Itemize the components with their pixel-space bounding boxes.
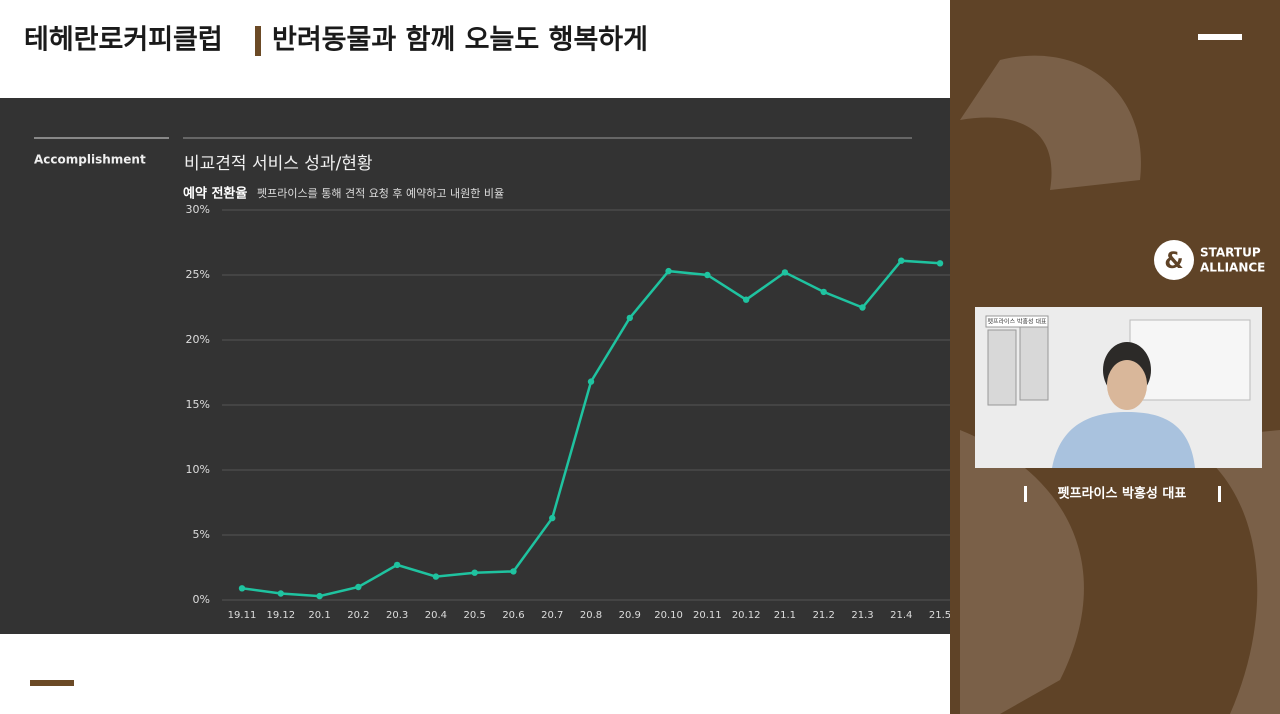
video-poster bbox=[1019, 324, 1049, 401]
x-tick-label: 20.11 bbox=[693, 610, 722, 621]
x-tick-label: 21.3 bbox=[851, 610, 873, 621]
x-tick-label: 21.5 bbox=[929, 610, 951, 621]
y-tick-label: 0% bbox=[193, 593, 210, 606]
data-point bbox=[471, 569, 478, 576]
x-tick-label: 20.5 bbox=[464, 610, 486, 621]
chart-note: 펫프라이스를 통해 견적 요청 후 예약하고 내원한 비율 bbox=[257, 186, 504, 200]
y-tick-label: 15% bbox=[186, 398, 210, 411]
data-point bbox=[665, 267, 672, 275]
chart-title: 비교견적 서비스 성과/현황 bbox=[184, 154, 373, 174]
x-tick-label: 19.12 bbox=[266, 610, 295, 621]
footer-bar bbox=[30, 680, 74, 686]
data-point bbox=[355, 583, 362, 591]
data-point bbox=[432, 573, 440, 580]
data-point bbox=[626, 314, 633, 322]
x-tick-label: 20.9 bbox=[619, 610, 641, 621]
video-tag-box bbox=[985, 315, 1049, 328]
logo-text: STARTUP bbox=[1200, 246, 1261, 260]
data-point bbox=[859, 304, 866, 311]
data-point bbox=[742, 296, 750, 303]
speaker-bar bbox=[1218, 486, 1221, 502]
x-tick-label: 19.11 bbox=[228, 610, 257, 621]
section-label: Accomplishment bbox=[34, 153, 146, 167]
header-title: 반려동물과 함께 오늘도 행복하게 bbox=[272, 25, 648, 56]
plot: 0% 5% 10% 15% 20% 25% 30% 19.11 19.12 20.1 20.2 20.… bbox=[186, 203, 952, 621]
y-tick-label: 30% bbox=[186, 203, 210, 216]
speaker-bar bbox=[1024, 486, 1027, 502]
data-point bbox=[549, 514, 556, 522]
menu-bar bbox=[1198, 34, 1242, 40]
video-shelf bbox=[1129, 319, 1251, 401]
data-point bbox=[587, 378, 595, 385]
video-person-shirt bbox=[1052, 412, 1195, 468]
data-point bbox=[898, 257, 905, 264]
video-person-face bbox=[1107, 360, 1147, 410]
data-point bbox=[510, 568, 517, 575]
decor bbox=[960, 55, 1141, 190]
x-tick-label: 20.6 bbox=[502, 610, 524, 621]
x-tick-label: 20.10 bbox=[654, 610, 683, 621]
decor bbox=[1180, 430, 1280, 714]
x-tick-label: 21.1 bbox=[774, 610, 796, 621]
y-tick-label: 20% bbox=[186, 333, 210, 346]
x-tick-label: 21.2 bbox=[813, 610, 835, 621]
y-tick-label: 25% bbox=[186, 268, 210, 281]
data-point bbox=[277, 590, 284, 597]
logo-text: ALLIANCE bbox=[1200, 261, 1265, 275]
x-tick-label: 20.4 bbox=[425, 610, 447, 621]
data-point bbox=[393, 561, 401, 569]
data-point bbox=[781, 269, 789, 276]
data-point bbox=[820, 288, 827, 296]
divider bbox=[255, 26, 261, 56]
y-tick-label: 5% bbox=[193, 528, 210, 541]
decor bbox=[960, 430, 1084, 714]
video-tag: 펫프라이스 박홍성 대표 bbox=[987, 318, 1046, 326]
x-tick-label: 20.8 bbox=[580, 610, 602, 621]
brand: 테헤란로커피클럽 bbox=[24, 25, 223, 56]
x-tick-label: 20.3 bbox=[386, 610, 408, 621]
data-point bbox=[936, 260, 944, 267]
x-tick-label: 20.7 bbox=[541, 610, 563, 621]
y-tick-label: 10% bbox=[186, 463, 210, 476]
chart-panel bbox=[0, 98, 950, 634]
x-tick-label: 20.1 bbox=[308, 610, 330, 621]
x-tick-label: 21.4 bbox=[890, 610, 912, 621]
logo-circle bbox=[1154, 240, 1194, 280]
x-tick-label: 20.12 bbox=[732, 610, 761, 621]
x-tick-label: 20.2 bbox=[347, 610, 369, 621]
speaker-name: 펫프라이스 박홍성 대표 bbox=[1058, 486, 1187, 502]
chart-subtitle: 예약 전환율 bbox=[183, 186, 247, 202]
data-point bbox=[316, 592, 323, 600]
video-poster bbox=[987, 329, 1017, 406]
logo-mark: & bbox=[1164, 249, 1183, 274]
data-point bbox=[704, 271, 711, 279]
data-point bbox=[238, 585, 246, 592]
